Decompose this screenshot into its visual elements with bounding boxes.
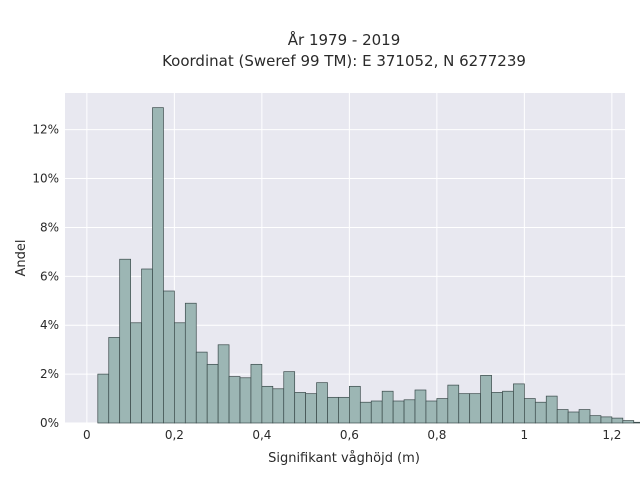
- histogram-bar: [458, 393, 471, 424]
- histogram-bar: [327, 396, 339, 424]
- histogram-bar: [163, 290, 175, 424]
- x-tick-label: 0,4: [252, 428, 271, 442]
- histogram-bar: [206, 363, 219, 424]
- histogram-bar: [359, 401, 372, 424]
- histogram-bar: [469, 393, 481, 424]
- histogram-bar: [513, 383, 525, 424]
- x-tick-label: 0,8: [427, 428, 446, 442]
- histogram-bar: [556, 409, 569, 424]
- histogram-bar: [622, 420, 635, 424]
- histogram-bar: [381, 390, 394, 424]
- histogram-bar: [261, 385, 274, 424]
- histogram-bar: [195, 351, 208, 424]
- histogram-bar: [611, 417, 624, 424]
- x-tick-labels: 0 0,2 0,4 0,6 0,8 1 1,2: [83, 428, 621, 442]
- histogram-bar: [239, 377, 252, 424]
- x-axis-label: Signifikant våghöjd (m): [268, 451, 420, 466]
- histogram-bar: [141, 268, 153, 424]
- histogram-bar: [217, 344, 230, 424]
- histogram-bar: [370, 400, 383, 424]
- histogram-bar: [589, 415, 602, 424]
- histogram-bar: [578, 409, 591, 424]
- y-tick-label: 6%: [40, 269, 59, 283]
- y-tick-label: 10%: [32, 172, 59, 186]
- histogram-bar: [534, 401, 547, 424]
- histogram-bar: [567, 411, 580, 424]
- x-tick-label: 0: [83, 428, 91, 442]
- histogram-bar: [108, 337, 121, 424]
- histogram-bar: [403, 399, 416, 424]
- histogram-bar: [228, 376, 241, 424]
- y-tick-label: 12%: [32, 123, 59, 137]
- chart-title-line-2: Koordinat (Sweref 99 TM): E 371052, N 62…: [162, 52, 526, 70]
- histogram-bar: [392, 400, 405, 424]
- histogram-bar: [316, 382, 328, 424]
- histogram-bar: [447, 384, 460, 424]
- histogram-bar: [294, 392, 306, 424]
- histogram-bar: [436, 398, 449, 424]
- y-tick-label: 2%: [40, 367, 59, 381]
- histogram-bar: [174, 322, 186, 424]
- y-tick-labels: 0% 2% 4% 6% 8% 10% 12%: [32, 123, 59, 430]
- y-axis-label: Andel: [14, 240, 29, 277]
- x-tick-label: 1: [521, 428, 529, 442]
- histogram-bar: [480, 374, 492, 424]
- histogram-bar: [338, 396, 350, 424]
- y-tick-label: 0%: [40, 416, 59, 430]
- y-tick-label: 8%: [40, 220, 59, 234]
- histogram-bar: [152, 107, 164, 424]
- y-tick-label: 4%: [40, 318, 59, 332]
- histogram-bar: [425, 400, 438, 424]
- histogram-bar: [283, 371, 296, 424]
- histogram-bar: [600, 416, 613, 424]
- histogram-bar: [130, 322, 142, 424]
- x-tick-label: 0,2: [165, 428, 184, 442]
- histogram-bar: [119, 258, 131, 424]
- histogram-bar: [545, 395, 558, 424]
- histogram-bar: [349, 385, 361, 424]
- histogram-bars: [97, 107, 640, 424]
- x-tick-label: 1,2: [602, 428, 621, 442]
- histogram-bar: [184, 302, 197, 424]
- histogram-bar: [272, 388, 285, 424]
- histogram-bar: [524, 398, 536, 424]
- histogram-bar: [633, 421, 640, 424]
- histogram-bar: [250, 363, 263, 424]
- histogram-bar: [491, 392, 503, 424]
- histogram-bar: [305, 393, 317, 424]
- histogram-bar: [502, 390, 514, 424]
- histogram-bar: [97, 373, 110, 424]
- x-tick-label: 0,6: [340, 428, 359, 442]
- histogram-bar: [414, 389, 427, 424]
- chart-title-line-1: År 1979 - 2019: [288, 30, 401, 49]
